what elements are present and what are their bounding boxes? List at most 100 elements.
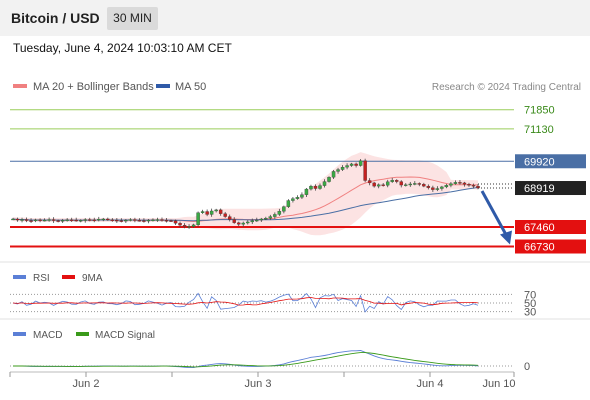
ma20-legend-swatch bbox=[13, 84, 27, 88]
candle bbox=[277, 211, 282, 215]
candle bbox=[273, 214, 277, 217]
candle bbox=[426, 185, 431, 188]
bollinger-band bbox=[13, 152, 478, 236]
x-tick-label: Jun 10 bbox=[482, 378, 515, 390]
x-tick-label: Jun 3 bbox=[245, 378, 272, 390]
candle bbox=[449, 183, 453, 186]
pivot-level-tag bbox=[515, 154, 586, 169]
candle bbox=[304, 188, 309, 195]
candle bbox=[29, 220, 33, 222]
candle bbox=[241, 222, 245, 225]
support-level-tag bbox=[515, 220, 586, 235]
candle bbox=[250, 220, 254, 223]
candle bbox=[65, 219, 69, 221]
support-level-label: 66730 bbox=[524, 242, 555, 254]
candle bbox=[47, 219, 51, 221]
candle bbox=[282, 206, 286, 212]
macd-signal-line bbox=[13, 352, 479, 368]
rsi-level-label: 50 bbox=[524, 298, 536, 310]
candle bbox=[187, 226, 191, 228]
candle bbox=[164, 220, 169, 222]
support-level-tag bbox=[515, 239, 586, 254]
candle bbox=[223, 213, 227, 217]
candle bbox=[232, 219, 236, 223]
candle bbox=[385, 181, 390, 186]
candle bbox=[205, 211, 209, 215]
candle bbox=[376, 184, 381, 187]
timeframe-button[interactable]: 30 MIN bbox=[107, 7, 158, 30]
candle bbox=[395, 180, 399, 182]
candle bbox=[142, 220, 146, 222]
datetime-label: Tuesday, June 4, 2024 10:03:10 AM CET bbox=[13, 41, 232, 55]
candle bbox=[345, 165, 349, 168]
x-tick-label: Jun 2 bbox=[73, 378, 100, 390]
forecast-arrow bbox=[480, 190, 509, 238]
candle bbox=[309, 185, 313, 190]
candle bbox=[291, 198, 295, 201]
candle bbox=[295, 197, 300, 199]
macd-legend-swatch bbox=[13, 332, 26, 336]
candle bbox=[390, 180, 394, 182]
candle bbox=[97, 219, 101, 221]
candle bbox=[151, 219, 155, 221]
candle bbox=[440, 186, 444, 189]
macd-signal-legend-swatch bbox=[76, 332, 89, 336]
candle bbox=[268, 216, 273, 219]
candle bbox=[11, 218, 15, 221]
chart-title: Bitcoin / USD bbox=[11, 10, 100, 26]
candle bbox=[20, 219, 24, 221]
candle bbox=[178, 223, 182, 226]
candle bbox=[286, 200, 291, 207]
candle bbox=[422, 184, 426, 187]
ma50-legend-label: MA 50 bbox=[175, 81, 206, 93]
candle bbox=[237, 222, 241, 225]
candle bbox=[381, 184, 385, 186]
candle bbox=[209, 210, 214, 215]
candle bbox=[318, 185, 322, 189]
candle bbox=[110, 219, 115, 221]
price-panel: 71850 71130 69920 67460 66730 68919 bbox=[10, 105, 586, 254]
candle bbox=[79, 220, 83, 222]
macd-zero-label: 0 bbox=[524, 361, 530, 373]
candle bbox=[33, 219, 38, 222]
candle bbox=[467, 184, 471, 186]
candle bbox=[259, 218, 264, 221]
rsi-9ma-legend-swatch bbox=[62, 275, 75, 279]
candle bbox=[214, 209, 218, 212]
current-price-tag bbox=[515, 181, 586, 196]
candle bbox=[200, 211, 205, 213]
candle bbox=[367, 180, 372, 184]
pivot-level-label: 69920 bbox=[524, 156, 555, 168]
candle bbox=[74, 219, 78, 222]
candle bbox=[349, 163, 354, 166]
candle bbox=[160, 219, 164, 221]
candle bbox=[462, 182, 467, 185]
candle bbox=[264, 218, 268, 220]
candle bbox=[51, 219, 56, 221]
candle bbox=[300, 194, 304, 198]
candle bbox=[60, 220, 65, 222]
candle bbox=[413, 183, 417, 185]
candle bbox=[399, 181, 403, 186]
candle bbox=[38, 219, 42, 221]
candle bbox=[42, 219, 47, 222]
candle bbox=[363, 160, 367, 181]
candle bbox=[119, 220, 124, 222]
candle bbox=[313, 185, 318, 189]
macd-panel: 0 bbox=[10, 350, 530, 373]
current-price-label: 68919 bbox=[524, 183, 555, 195]
rsi-legend-swatch bbox=[13, 275, 26, 279]
forecast-arrowhead bbox=[500, 230, 512, 245]
rsi-legend-label: RSI bbox=[33, 273, 50, 284]
candle bbox=[322, 181, 327, 186]
candle bbox=[155, 219, 160, 221]
candle bbox=[124, 219, 128, 222]
rsi-9ma-line bbox=[12, 297, 479, 306]
rsi-level-label: 30 bbox=[524, 307, 536, 319]
rsi-9ma-legend-label: 9MA bbox=[82, 273, 103, 284]
ma50-legend-swatch bbox=[156, 84, 170, 88]
macd-legend-label: MACD bbox=[33, 330, 62, 341]
